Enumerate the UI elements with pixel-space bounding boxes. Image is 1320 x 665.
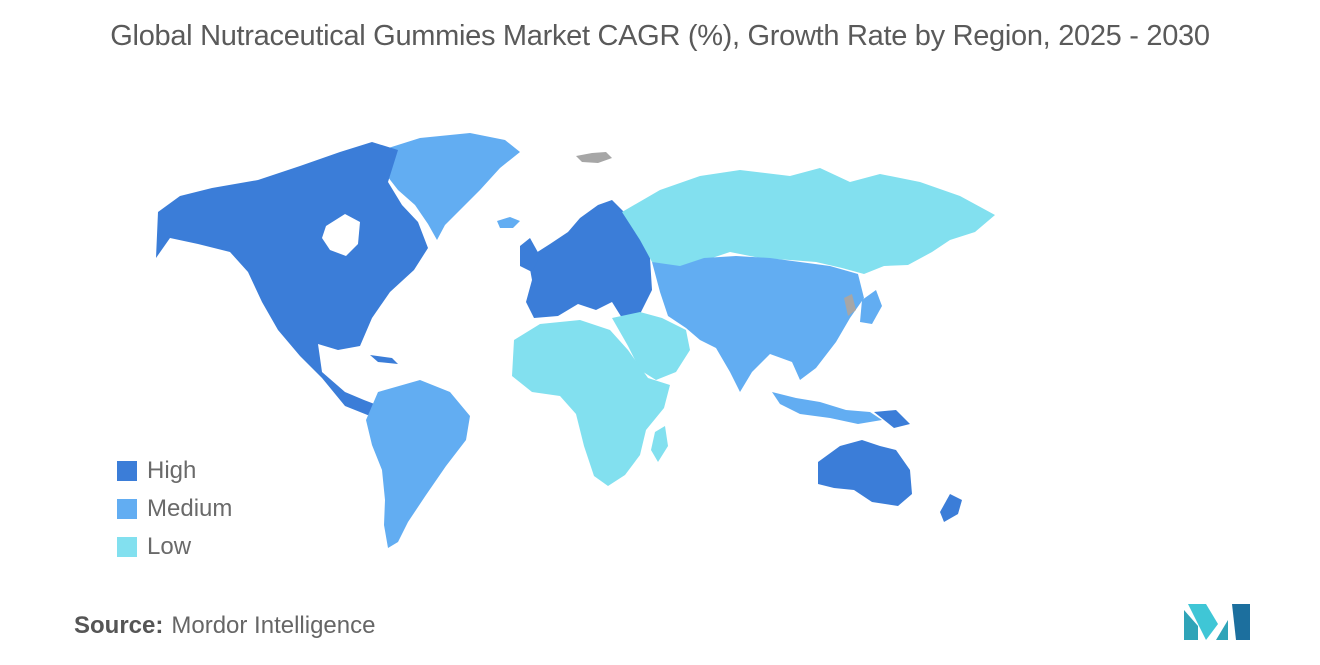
source-text: Mordor Intelligence (171, 612, 376, 639)
japan-region[interactable] (860, 290, 882, 324)
australia-region[interactable] (818, 440, 912, 506)
legend-swatch-high (117, 461, 137, 481)
papua-new-guinea-region[interactable] (874, 410, 910, 428)
new-zealand-region[interactable] (940, 494, 962, 522)
legend-label-high: High (147, 457, 197, 484)
source-credit: Source: Mordor Intelligence (74, 612, 375, 640)
mordor-logo-icon (1184, 604, 1250, 640)
legend-label-low: Low (147, 533, 192, 560)
korea-region (844, 294, 856, 316)
legend-label-medium: Medium (147, 495, 233, 522)
middle-east-region[interactable] (612, 312, 690, 380)
europe-region[interactable] (526, 200, 652, 318)
legend-item-high: High (117, 452, 232, 490)
madagascar-region[interactable] (651, 426, 668, 462)
russia-region[interactable] (622, 168, 995, 274)
legend-item-medium: Medium (117, 490, 232, 528)
chart-title: Global Nutraceutical Gummies Market CAGR… (110, 20, 1210, 52)
hudson-bay (322, 214, 360, 256)
north-america-region[interactable] (156, 142, 428, 416)
caribbean-region[interactable] (370, 355, 398, 364)
legend-item-low: Low (117, 528, 232, 566)
map-legend: High Medium Low (117, 452, 232, 566)
source-label: Source: (74, 612, 164, 639)
southeast-asia-region[interactable] (772, 392, 882, 424)
uk-region[interactable] (520, 238, 540, 272)
legend-swatch-medium (117, 499, 137, 519)
south-america-region[interactable] (366, 380, 470, 548)
asia-region[interactable] (652, 256, 864, 392)
iceland-region[interactable] (497, 217, 520, 228)
greenland-region[interactable] (382, 133, 520, 240)
legend-swatch-low (117, 537, 137, 557)
africa-region[interactable] (512, 320, 670, 486)
svalbard-region (576, 152, 612, 163)
